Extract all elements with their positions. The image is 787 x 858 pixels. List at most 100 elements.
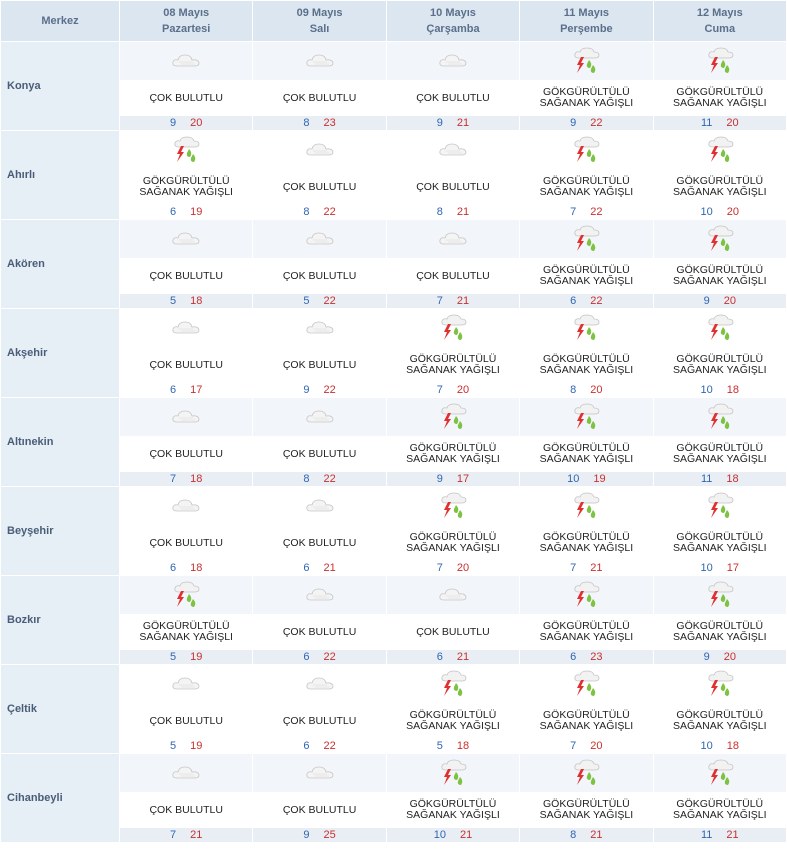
condition-row: ÇOK BULUTLU bbox=[120, 258, 253, 294]
forecast-cell: ÇOK BULUTLU 5 18 bbox=[120, 220, 253, 308]
low-temp: 9 bbox=[703, 295, 710, 307]
high-temp: 20 bbox=[723, 295, 736, 307]
forecast-cell: ÇOK BULUTLU 7 21 bbox=[386, 220, 520, 308]
cloud-icon bbox=[120, 398, 252, 436]
low-temp: 6 bbox=[303, 562, 310, 574]
condition-row: ÇOK BULUTLU bbox=[253, 792, 386, 828]
cloud-icon bbox=[253, 754, 385, 792]
city-name[interactable]: Altınekin bbox=[1, 398, 119, 486]
condition-text: GÖKGÜRÜLTÜLÜ SAĞANAK YAĞIŞLI bbox=[539, 86, 634, 109]
low-temp: 5 bbox=[303, 295, 310, 307]
table-row: Altınekin ÇOK BULUTLU 7 18 ÇOK BULUTLU 8 22 GÖK… bbox=[1, 398, 786, 486]
thunderstorm-icon bbox=[520, 309, 652, 347]
condition-row: GÖKGÜRÜLTÜLÜ SAĞANAK YAĞIŞLI bbox=[654, 347, 786, 383]
temperature-row: 10 20 bbox=[654, 205, 786, 219]
condition-text: ÇOK BULUTLU bbox=[282, 358, 357, 371]
condition-text: ÇOK BULUTLU bbox=[282, 91, 357, 104]
thunderstorm-icon bbox=[654, 665, 786, 703]
low-temp: 6 bbox=[303, 651, 310, 663]
thunderstorm-icon bbox=[520, 754, 652, 792]
low-temp: 9 bbox=[436, 473, 443, 485]
thunderstorm-icon bbox=[387, 754, 519, 792]
low-temp: 11 bbox=[700, 473, 713, 485]
thunderstorm-icon bbox=[120, 131, 252, 169]
high-temp: 23 bbox=[323, 117, 336, 129]
cloud-icon bbox=[253, 42, 385, 80]
high-temp: 20 bbox=[590, 384, 603, 396]
temperature-row: 9 21 bbox=[386, 116, 520, 130]
low-temp: 6 bbox=[170, 384, 177, 396]
condition-row: ÇOK BULUTLU bbox=[120, 525, 252, 561]
forecast-cell: ÇOK BULUTLU 6 18 bbox=[120, 487, 252, 575]
city-name[interactable]: Cihanbeyli bbox=[1, 754, 119, 842]
condition-text: GÖKGÜRÜLTÜLÜ SAĞANAK YAĞIŞLI bbox=[139, 175, 233, 198]
thunderstorm-icon bbox=[120, 576, 252, 614]
condition-row: GÖKGÜRÜLTÜLÜ SAĞANAK YAĞIŞLI bbox=[386, 792, 520, 828]
thunderstorm-icon bbox=[654, 42, 786, 80]
low-temp: 7 bbox=[170, 829, 177, 841]
forecast-cell: GÖKGÜRÜLTÜLÜ SAĞANAK YAĞIŞLI 9 22 bbox=[520, 42, 653, 130]
cloud-icon bbox=[253, 220, 385, 258]
forecast-cell: ÇOK BULUTLU 9 20 bbox=[120, 42, 253, 130]
condition-row: GÖKGÜRÜLTÜLÜ SAĞANAK YAĞIŞLI bbox=[520, 80, 653, 116]
city-name[interactable]: Akören bbox=[1, 220, 119, 308]
high-temp: 19 bbox=[190, 206, 203, 218]
high-temp: 21 bbox=[190, 829, 203, 841]
day-header: 10 Mayıs Çarşamba bbox=[386, 1, 520, 41]
condition-row: GÖKGÜRÜLTÜLÜ SAĞANAK YAĞIŞLI bbox=[387, 703, 519, 739]
condition-row: GÖKGÜRÜLTÜLÜ SAĞANAK YAĞIŞLI bbox=[654, 525, 786, 561]
temperature-row: 9 17 bbox=[386, 472, 520, 486]
condition-row: GÖKGÜRÜLTÜLÜ SAĞANAK YAĞIŞLI bbox=[653, 80, 786, 116]
forecast-cell: GÖKGÜRÜLTÜLÜ SAĞANAK YAĞIŞLI 10 18 bbox=[654, 309, 786, 397]
forecast-cell: GÖKGÜRÜLTÜLÜ SAĞANAK YAĞIŞLI 5 18 bbox=[387, 665, 519, 753]
city-name[interactable]: Akşehir bbox=[1, 309, 119, 397]
forecast-cell: ÇOK BULUTLU 7 21 bbox=[120, 754, 253, 842]
condition-text: GÖKGÜRÜLTÜLÜ SAĞANAK YAĞIŞLI bbox=[539, 353, 634, 376]
temperature-row: 9 22 bbox=[253, 383, 385, 397]
city-name[interactable]: Beyşehir bbox=[1, 487, 119, 575]
table-row: Çeltik ÇOK BULUTLU 5 19 ÇOK BULUTLU 6 22 GÖKGÜR… bbox=[1, 665, 786, 753]
high-temp: 19 bbox=[593, 473, 606, 485]
low-temp: 10 bbox=[700, 562, 713, 574]
condition-text: GÖKGÜRÜLTÜLÜ SAĞANAK YAĞIŞLI bbox=[539, 175, 634, 198]
temperature-row: 8 22 bbox=[253, 205, 385, 219]
city-name[interactable]: Konya bbox=[1, 42, 119, 130]
condition-row: GÖKGÜRÜLTÜLÜ SAĞANAK YAĞIŞLI bbox=[653, 792, 786, 828]
condition-row: ÇOK BULUTLU bbox=[120, 347, 252, 383]
high-temp: 25 bbox=[323, 829, 336, 841]
forecast-cell: GÖKGÜRÜLTÜLÜ SAĞANAK YAĞIŞLI 6 23 bbox=[520, 576, 653, 664]
temperature-row: 9 22 bbox=[520, 116, 653, 130]
city-name[interactable]: Ahırlı bbox=[1, 131, 119, 219]
forecast-cell: ÇOK BULUTLU 8 23 bbox=[253, 42, 386, 130]
thunderstorm-icon bbox=[387, 665, 519, 703]
low-temp: 9 bbox=[303, 829, 310, 841]
high-temp: 21 bbox=[590, 562, 603, 574]
temperature-row: 6 19 bbox=[120, 205, 252, 219]
low-temp: 6 bbox=[570, 295, 577, 307]
table-row: Konya ÇOK BULUTLU 9 20 ÇOK BULUTLU 8 23 ÇOK BUL… bbox=[1, 42, 786, 130]
temperature-row: 7 22 bbox=[520, 205, 652, 219]
condition-row: GÖKGÜRÜLTÜLÜ SAĞANAK YAĞIŞLI bbox=[520, 347, 652, 383]
low-temp: 7 bbox=[436, 562, 443, 574]
city-name[interactable]: Bozkır bbox=[1, 576, 119, 664]
condition-text: GÖKGÜRÜLTÜLÜ SAĞANAK YAĞIŞLI bbox=[672, 175, 767, 198]
temperature-row: 5 18 bbox=[387, 739, 519, 753]
city-name[interactable]: Çeltik bbox=[1, 665, 119, 753]
table-row: Cihanbeyli ÇOK BULUTLU 7 21 ÇOK BULUTLU 9 25 GÖ… bbox=[1, 754, 786, 842]
condition-text: ÇOK BULUTLU bbox=[282, 714, 357, 727]
low-temp: 8 bbox=[303, 117, 310, 129]
thunderstorm-icon bbox=[520, 220, 652, 258]
low-temp: 6 bbox=[570, 651, 577, 663]
low-temp: 8 bbox=[436, 206, 443, 218]
condition-text: ÇOK BULUTLU bbox=[149, 91, 223, 104]
temperature-row: 6 17 bbox=[120, 383, 252, 397]
day-date: 09 Mayıs bbox=[296, 7, 343, 19]
forecast-cell: GÖKGÜRÜLTÜLÜ SAĞANAK YAĞIŞLI 11 21 bbox=[653, 754, 786, 842]
cloud-icon bbox=[253, 576, 385, 614]
condition-text: ÇOK BULUTLU bbox=[282, 269, 357, 282]
forecast-cell: GÖKGÜRÜLTÜLÜ SAĞANAK YAĞIŞLI 9 20 bbox=[653, 576, 786, 664]
high-temp: 20 bbox=[190, 117, 203, 129]
high-temp: 23 bbox=[590, 651, 603, 663]
high-temp: 21 bbox=[459, 829, 473, 841]
